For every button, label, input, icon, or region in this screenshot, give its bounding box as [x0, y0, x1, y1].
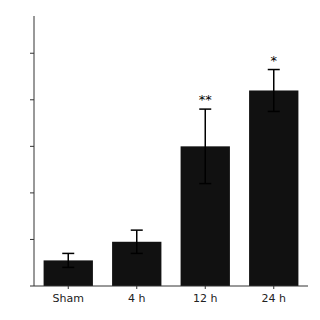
error-bar-part: [131, 229, 143, 231]
chart-container: Sham4 h12 h24 h***: [0, 0, 320, 320]
error-bar: [199, 109, 211, 183]
error-bar: [268, 70, 280, 112]
axes: Sham 4 h 12 h 24 h: [30, 16, 308, 305]
x-tick: [68, 286, 69, 289]
y-tick: [30, 146, 34, 147]
x-tick: [273, 286, 274, 289]
bar: [249, 90, 298, 286]
error-bar-part: [273, 70, 275, 112]
x-tick: [205, 286, 206, 289]
error-bar-part: [131, 253, 143, 255]
error-bar-part: [68, 253, 70, 267]
x-axis-line: [34, 286, 308, 287]
error-bar-part: [199, 183, 211, 185]
y-axis-line: [34, 16, 35, 286]
error-bar-part: [62, 267, 74, 269]
error-bar-part: [268, 111, 280, 113]
error-bar-part: [62, 253, 74, 255]
error-bar-part: [199, 108, 211, 110]
y-tick: [30, 192, 34, 193]
y-tick: [30, 286, 34, 287]
x-tick-label: 12 h: [193, 292, 217, 305]
y-tick: [30, 99, 34, 100]
x-tick-label: 4 h: [128, 292, 145, 305]
plot-area: [44, 70, 299, 286]
error-bar-part: [268, 69, 280, 71]
chart: Sham4 h12 h24 h***: [0, 0, 320, 320]
error-bar-part: [136, 230, 138, 253]
error-bar: [62, 253, 74, 267]
significance-label: *: [271, 53, 278, 68]
x-tick: [136, 286, 137, 289]
error-bar: [131, 230, 143, 253]
y-tick: [30, 53, 34, 54]
error-bar-part: [205, 109, 207, 183]
x-tick-label: Sham: [53, 292, 84, 305]
annotations: ***: [199, 53, 278, 108]
significance-label: **: [199, 92, 213, 107]
y-tick: [30, 239, 34, 240]
x-tick-label: 24 h: [262, 292, 286, 305]
